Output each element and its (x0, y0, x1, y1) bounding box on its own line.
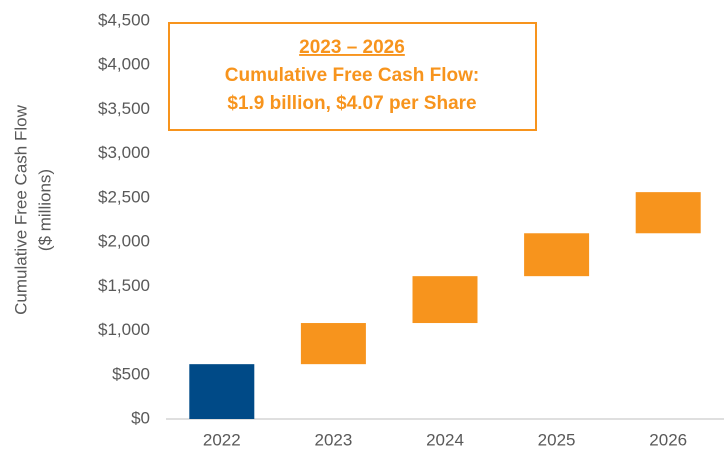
x-tick-label: 2023 (314, 430, 352, 449)
y-tick-label: $500 (112, 364, 150, 383)
y-tick-label: $3,000 (98, 143, 150, 162)
bar (524, 233, 590, 277)
y-tick-label: $2,000 (98, 232, 150, 251)
bar (635, 192, 701, 234)
y-tick-label: $1,000 (98, 320, 150, 339)
y-axis-label: ($ millions) (35, 169, 54, 251)
x-tick-label: 2025 (538, 430, 576, 449)
x-tick-label: 2022 (203, 430, 241, 449)
bar (300, 323, 366, 365)
annotation-box (168, 22, 537, 131)
y-tick-label: $1,500 (98, 276, 150, 295)
bar (412, 276, 478, 324)
x-tick-label: 2024 (426, 430, 464, 449)
annotation: $1.9 billion, $4.07 per Share (227, 93, 476, 114)
y-tick-label: $4,000 (98, 55, 150, 74)
y-tick-label: $3,500 (98, 99, 150, 118)
y-tick-label: $2,500 (98, 187, 150, 206)
annotation: Cumulative Free Cash Flow: (225, 65, 479, 86)
bar (189, 364, 255, 419)
y-tick-label: $4,500 (98, 10, 150, 29)
y-tick-label: $0 (131, 408, 150, 427)
y-axis-label: Cumulative Free Cash Flow (11, 104, 30, 314)
x-tick-label: 2026 (649, 430, 687, 449)
annotation: 2023 – 2026 (299, 37, 405, 58)
